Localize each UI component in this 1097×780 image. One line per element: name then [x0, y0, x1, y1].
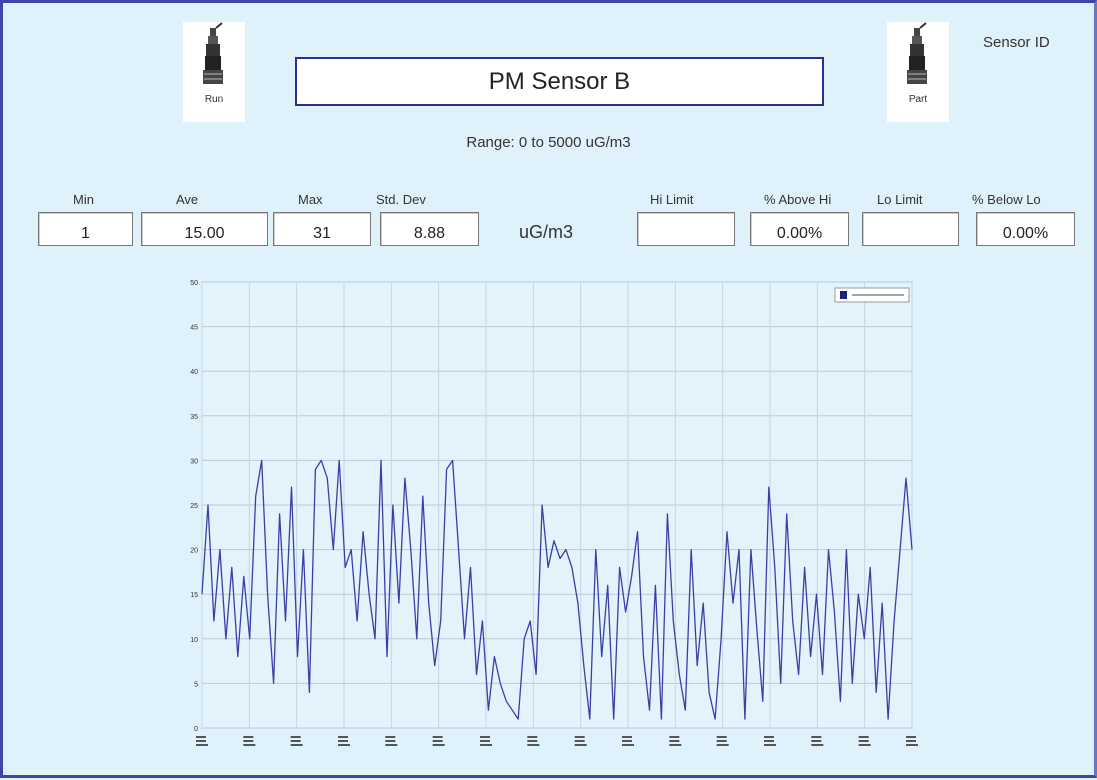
- y-tick-label: 35: [190, 414, 198, 421]
- stddev-label: Std. Dev: [376, 192, 426, 207]
- stddev-field[interactable]: 8.88: [380, 212, 479, 246]
- x-tick-label: [527, 736, 540, 746]
- x-tick-label: [669, 736, 682, 746]
- y-tick-label: 0: [194, 726, 198, 733]
- min-field[interactable]: 1: [38, 212, 133, 246]
- x-tick-label: [574, 736, 587, 746]
- lo-limit-field[interactable]: [862, 212, 959, 246]
- x-tick-label: [480, 736, 492, 746]
- max-label: Max: [298, 192, 323, 207]
- y-tick-label: 15: [190, 592, 198, 599]
- run-button[interactable]: Run: [183, 22, 245, 122]
- sensor-tower-icon: [907, 22, 927, 84]
- x-tick-label: [622, 736, 634, 746]
- below-lo-label: % Below Lo: [972, 192, 1041, 207]
- ave-label: Ave: [176, 192, 199, 207]
- series-line: [201, 459, 913, 720]
- pm-chart: 0 5 10 15 20 25 30 35 40 45 50: [180, 270, 940, 775]
- x-tick-label: [196, 736, 208, 746]
- x-tick-label: [243, 736, 256, 746]
- lo-limit-label: Lo Limit: [877, 192, 923, 207]
- pm-chart-svg: 0 5 10 15 20 25 30 35 40 45 50: [190, 280, 918, 746]
- range-text: Range: 0 to 5000 uG/m3: [466, 134, 631, 151]
- x-tick-label: [432, 736, 445, 746]
- ave-field[interactable]: 15.00: [141, 212, 268, 246]
- sensor-title: PM Sensor B: [295, 57, 824, 106]
- x-tick-label: [811, 736, 824, 746]
- chart-legend: [834, 287, 910, 303]
- x-tick-label: [338, 736, 350, 746]
- x-tick-label: [906, 736, 918, 746]
- unit-label: uG/m3: [519, 222, 574, 242]
- y-tick-label: 25: [190, 503, 198, 510]
- legend-swatch: [840, 291, 847, 299]
- y-tick-label: 5: [194, 681, 198, 688]
- hi-limit-label: Hi Limit: [650, 192, 694, 207]
- above-hi-field[interactable]: 0.00%: [750, 212, 849, 246]
- max-field[interactable]: 31: [273, 212, 371, 246]
- sensor-id-label: Sensor ID: [983, 34, 1050, 51]
- part-button-label: Part: [908, 94, 928, 105]
- y-tick-label: 45: [190, 325, 198, 332]
- y-tick-label: 50: [190, 280, 198, 287]
- min-label: Min: [73, 192, 94, 207]
- part-button[interactable]: Part: [887, 22, 949, 122]
- x-tick-label: [858, 736, 871, 746]
- x-tick-label: [385, 736, 398, 746]
- y-tick-label: 10: [190, 637, 198, 644]
- x-tick-label: [764, 736, 776, 746]
- sensor-tower-icon: [203, 22, 223, 84]
- run-button-label: Run: [204, 94, 224, 105]
- hi-limit-field[interactable]: [637, 212, 735, 246]
- y-tick-label: 20: [190, 548, 198, 555]
- x-tick-label: [716, 736, 729, 746]
- y-tick-label: 30: [190, 458, 198, 465]
- below-lo-field[interactable]: 0.00%: [976, 212, 1075, 246]
- above-hi-label: % Above Hi: [764, 192, 832, 207]
- y-tick-label: 40: [190, 369, 198, 376]
- x-tick-label: [290, 736, 303, 746]
